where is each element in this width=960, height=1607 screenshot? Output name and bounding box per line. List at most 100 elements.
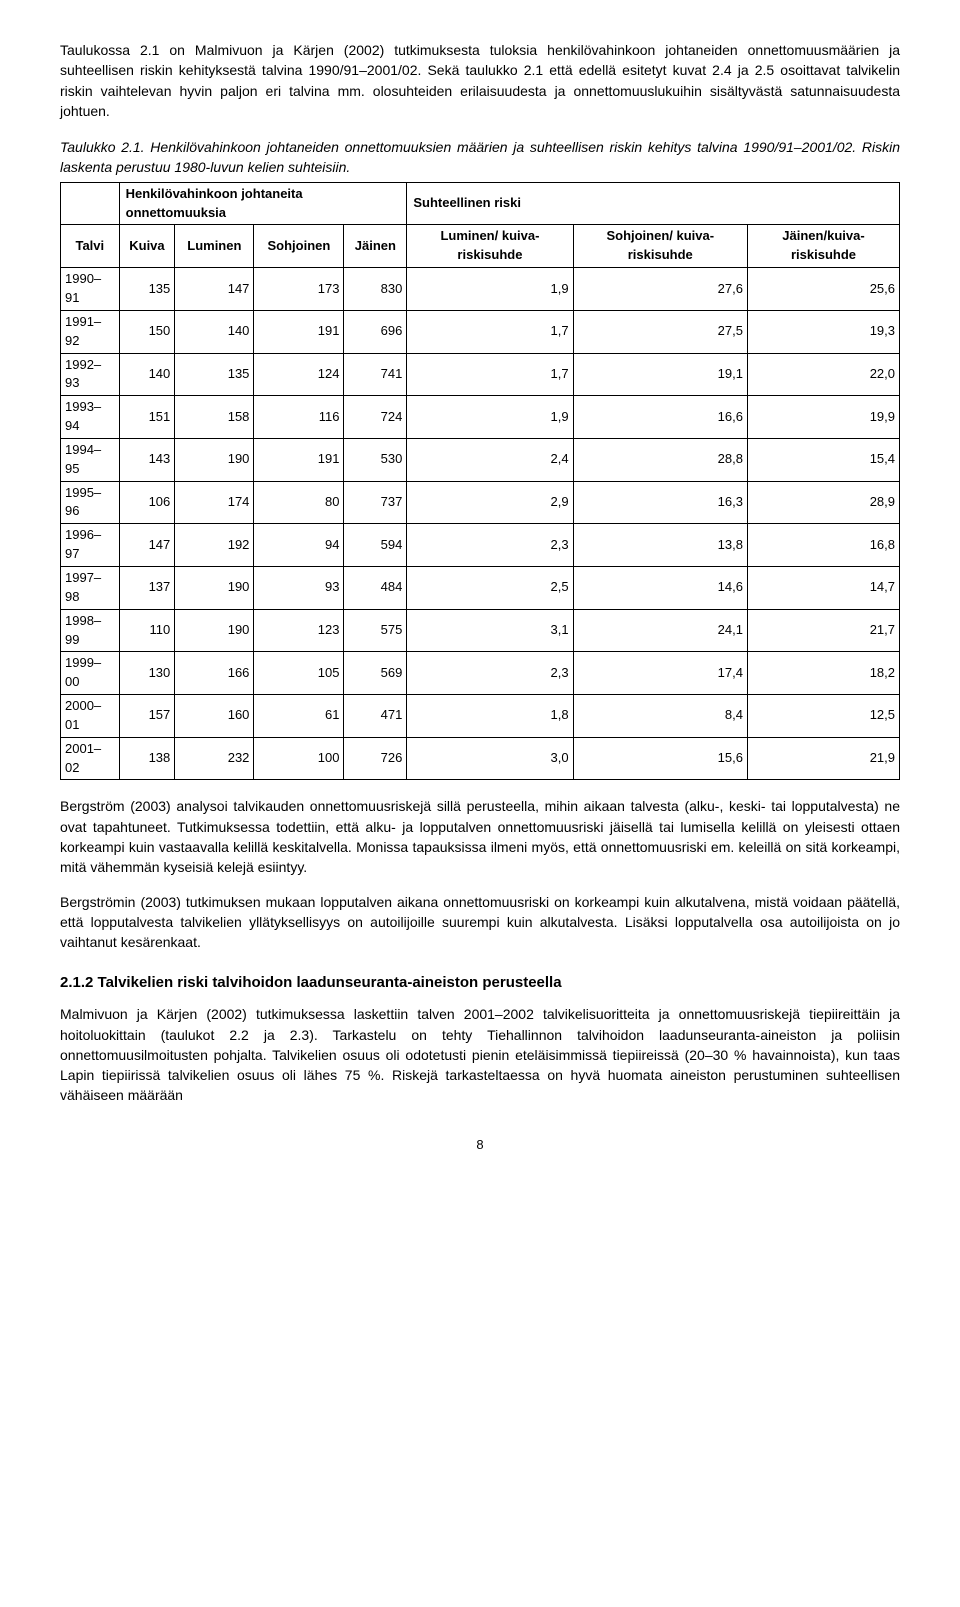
- table-cell: 1,8: [407, 695, 573, 738]
- table-cell: 17,4: [573, 652, 747, 695]
- table-cell: 124: [254, 353, 344, 396]
- col-luminen-ratio: Luminen/ kuiva-riskisuhde: [407, 225, 573, 268]
- section-heading: 2.1.2 Talvikelien riski talvihoidon laad…: [60, 972, 900, 994]
- table-cell: 8,4: [573, 695, 747, 738]
- table-cell: 16,6: [573, 396, 747, 439]
- table-cell: 158: [175, 396, 254, 439]
- table-cell: 1997–98: [61, 566, 120, 609]
- table-cell: 830: [344, 268, 407, 311]
- table-cell: 190: [175, 438, 254, 481]
- paragraph-3: Bergströmin (2003) tutkimuksen mukaan lo…: [60, 892, 900, 953]
- paragraph-1: Taulukossa 2.1 on Malmivuon ja Kärjen (2…: [60, 40, 900, 121]
- table-cell: 1994–95: [61, 438, 120, 481]
- table-cell: 135: [119, 268, 175, 311]
- page-number: 8: [60, 1136, 900, 1155]
- table-cell: 105: [254, 652, 344, 695]
- table-cell: 2,4: [407, 438, 573, 481]
- table-cell: 28,9: [747, 481, 899, 524]
- table-cell: 130: [119, 652, 175, 695]
- table-row: 1994–951431901915302,428,815,4: [61, 438, 900, 481]
- table-cell: 160: [175, 695, 254, 738]
- table-cell: 2,3: [407, 652, 573, 695]
- paragraph-4: Malmivuon ja Kärjen (2002) tutkimuksessa…: [60, 1004, 900, 1105]
- table-row: 1995–96106174807372,916,328,9: [61, 481, 900, 524]
- risk-table: Henkilövahinkoon johtaneita onnettomuuks…: [60, 182, 900, 781]
- table-cell: 1992–93: [61, 353, 120, 396]
- table-cell: 191: [254, 310, 344, 353]
- table-cell: 1,9: [407, 396, 573, 439]
- table-cell: 191: [254, 438, 344, 481]
- table-cell: 61: [254, 695, 344, 738]
- table-row: 2000–01157160614711,88,412,5: [61, 695, 900, 738]
- table-cell: 1998–99: [61, 609, 120, 652]
- table-cell: 19,3: [747, 310, 899, 353]
- table-cell: 27,6: [573, 268, 747, 311]
- table-cell: 471: [344, 695, 407, 738]
- table-cell: 232: [175, 737, 254, 780]
- table-cell: 190: [175, 566, 254, 609]
- col-jainen: Jäinen: [344, 225, 407, 268]
- table-cell: 21,9: [747, 737, 899, 780]
- table-cell: 1,9: [407, 268, 573, 311]
- table-row: 1993–941511581167241,916,619,9: [61, 396, 900, 439]
- table-cell: 2,9: [407, 481, 573, 524]
- group-header-2: Suhteellinen riski: [407, 182, 900, 225]
- table-cell: 726: [344, 737, 407, 780]
- table-cell: 22,0: [747, 353, 899, 396]
- table-cell: 166: [175, 652, 254, 695]
- table-caption: Taulukko 2.1. Henkilövahinkoon johtaneid…: [60, 137, 900, 178]
- col-jainen-ratio: Jäinen/kuiva-riskisuhde: [747, 225, 899, 268]
- table-cell: 24,1: [573, 609, 747, 652]
- table-cell: 569: [344, 652, 407, 695]
- caption-text: Henkilövahinkoon johtaneiden onnettomuuk…: [60, 139, 900, 175]
- table-cell: 100: [254, 737, 344, 780]
- table-cell: 123: [254, 609, 344, 652]
- table-cell: 12,5: [747, 695, 899, 738]
- table-cell: 15,6: [573, 737, 747, 780]
- table-row: 1998–991101901235753,124,121,7: [61, 609, 900, 652]
- table-cell: 1996–97: [61, 524, 120, 567]
- table-cell: 190: [175, 609, 254, 652]
- table-cell: 1999–00: [61, 652, 120, 695]
- table-row: 2001–021382321007263,015,621,9: [61, 737, 900, 780]
- table-cell: 3,1: [407, 609, 573, 652]
- table-cell: 18,2: [747, 652, 899, 695]
- col-sohjoinen-ratio: Sohjoinen/ kuiva-riskisuhde: [573, 225, 747, 268]
- table-row: 1991–921501401916961,727,519,3: [61, 310, 900, 353]
- table-row: 1999–001301661055692,317,418,2: [61, 652, 900, 695]
- paragraph-2: Bergström (2003) analysoi talvikauden on…: [60, 796, 900, 877]
- table-cell: 19,9: [747, 396, 899, 439]
- table-cell: 1993–94: [61, 396, 120, 439]
- col-blank: [61, 182, 120, 225]
- caption-number: Taulukko 2.1.: [60, 139, 145, 155]
- group-header-1: Henkilövahinkoon johtaneita onnettomuuks…: [119, 182, 407, 225]
- table-cell: 575: [344, 609, 407, 652]
- table-cell: 28,8: [573, 438, 747, 481]
- table-cell: 530: [344, 438, 407, 481]
- table-cell: 1990–91: [61, 268, 120, 311]
- table-cell: 2001–02: [61, 737, 120, 780]
- table-cell: 3,0: [407, 737, 573, 780]
- table-cell: 14,6: [573, 566, 747, 609]
- table-cell: 2,3: [407, 524, 573, 567]
- table-cell: 150: [119, 310, 175, 353]
- table-cell: 594: [344, 524, 407, 567]
- table-row: 1990–911351471738301,927,625,6: [61, 268, 900, 311]
- table-cell: 110: [119, 609, 175, 652]
- table-cell: 1995–96: [61, 481, 120, 524]
- table-cell: 19,1: [573, 353, 747, 396]
- table-cell: 21,7: [747, 609, 899, 652]
- col-kuiva: Kuiva: [119, 225, 175, 268]
- table-cell: 192: [175, 524, 254, 567]
- table-cell: 143: [119, 438, 175, 481]
- table-cell: 94: [254, 524, 344, 567]
- table-cell: 151: [119, 396, 175, 439]
- table-cell: 15,4: [747, 438, 899, 481]
- table-cell: 27,5: [573, 310, 747, 353]
- table-cell: 14,7: [747, 566, 899, 609]
- table-cell: 80: [254, 481, 344, 524]
- table-cell: 173: [254, 268, 344, 311]
- table-row: 1992–931401351247411,719,122,0: [61, 353, 900, 396]
- table-cell: 157: [119, 695, 175, 738]
- table-cell: 16,8: [747, 524, 899, 567]
